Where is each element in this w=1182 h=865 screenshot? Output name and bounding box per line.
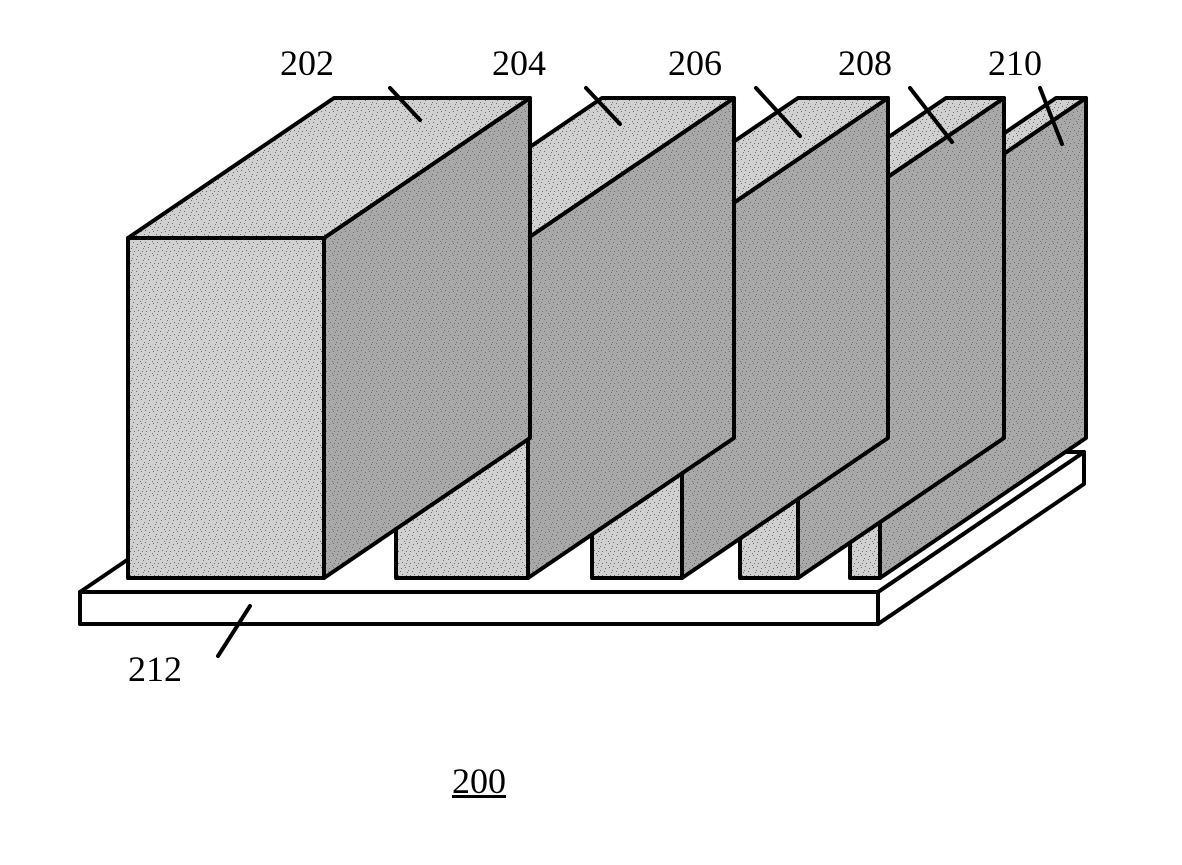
fin-label-208: 208 xyxy=(838,42,892,84)
fin-label-202: 202 xyxy=(280,42,334,84)
figure-label-200: 200 xyxy=(452,760,506,802)
base-label-212: 212 xyxy=(128,648,182,690)
diagram-stage: 202 204 206 208 210 212 200 xyxy=(0,0,1182,865)
diagram-svg xyxy=(0,0,1182,865)
fin-label-210: 210 xyxy=(988,42,1042,84)
fin-label-206: 206 xyxy=(668,42,722,84)
fin-label-204: 204 xyxy=(492,42,546,84)
